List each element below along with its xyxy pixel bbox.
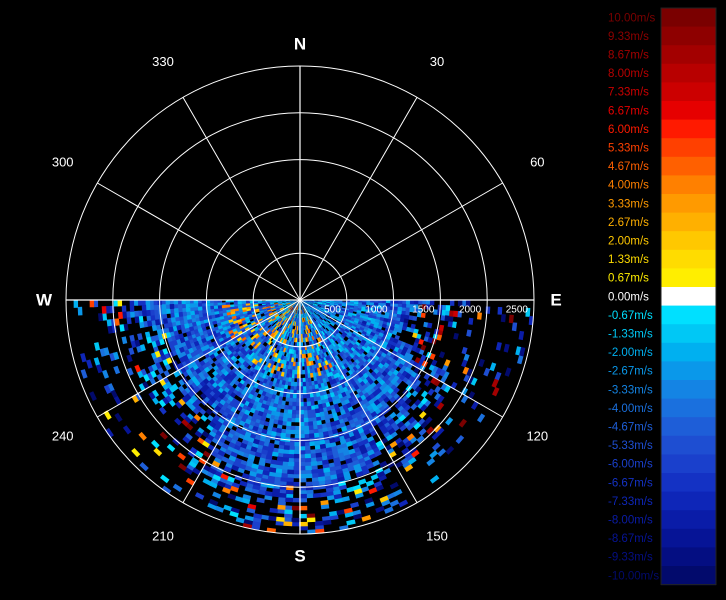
range-label-2500: 2500 <box>506 305 529 316</box>
colorbar-swatch <box>661 398 716 418</box>
colorbar-swatch <box>661 45 716 65</box>
colorbar-swatch <box>661 361 716 381</box>
colorbar-swatch <box>661 138 716 158</box>
colorbar-label: -1.33m/s <box>608 329 653 341</box>
colorbar-swatch <box>661 324 716 344</box>
colorbar: 10.00m/s 9.33m/s 8.67m/s 8.00m/s 7.33m/s 6.67… <box>608 7 717 586</box>
colorbar-label: 8.00m/s <box>608 68 649 80</box>
range-label-500: 500 <box>324 305 341 316</box>
colorbar-swatch <box>661 528 716 548</box>
azimuth-label-120: 120 <box>526 428 548 443</box>
colorbar-swatch <box>661 63 716 83</box>
azimuth-spoke <box>182 299 301 503</box>
colorbar-label: -9.33m/s <box>608 552 653 564</box>
colorbar-swatch <box>661 287 716 307</box>
colorbar-swatch <box>661 194 716 214</box>
colorbar-swatch <box>661 417 716 437</box>
colorbar-label: -2.00m/s <box>608 347 653 359</box>
range-label-2000: 2000 <box>459 305 482 316</box>
colorbar-swatch <box>661 119 716 139</box>
azimuth-label-330: 330 <box>152 54 174 69</box>
compass-label-n: N <box>294 34 306 53</box>
colorbar-label: 10.00m/s <box>608 12 656 24</box>
colorbar-swatch <box>661 547 716 567</box>
colorbar-swatch <box>661 101 716 121</box>
colorbar-swatch <box>661 342 716 362</box>
compass-label-e: E <box>550 290 561 309</box>
colorbar-label: -7.33m/s <box>608 496 653 508</box>
polar-labels: N E S W 30 60 120 150 210 240 300 330 500 1000 1500 200… <box>36 34 562 565</box>
azimuth-spoke <box>97 299 301 418</box>
colorbar-swatch <box>661 510 716 530</box>
colorbar-swatch <box>661 435 716 455</box>
colorbar-swatch <box>661 249 716 269</box>
colorbar-label: 3.33m/s <box>608 198 649 210</box>
colorbar-frame <box>660 7 717 586</box>
azimuth-label-60: 60 <box>530 154 544 169</box>
colorbar-label: 4.67m/s <box>608 161 649 173</box>
colorbar-label: 0.67m/s <box>608 273 649 285</box>
colorbar-label: 2.67m/s <box>608 217 649 229</box>
range-label-1500: 1500 <box>412 305 435 316</box>
azimuth-spoke <box>97 182 301 301</box>
echo-cells <box>80 300 465 534</box>
azimuth-label-240: 240 <box>52 428 74 443</box>
colorbar-label: 8.67m/s <box>608 50 649 62</box>
colorbar-label: 6.00m/s <box>608 124 649 136</box>
azimuth-label-30: 30 <box>430 54 444 69</box>
colorbar-label: -10.00m/s <box>608 570 659 582</box>
colorbar-swatch <box>661 26 716 46</box>
colorbar-swatch <box>661 231 716 251</box>
colorbar-swatch <box>661 175 716 195</box>
colorbar-swatch <box>661 305 716 325</box>
polar-grid <box>65 65 535 535</box>
colorbar-swatch <box>661 473 716 493</box>
colorbar-label: -5.33m/s <box>608 440 653 452</box>
colorbar-swatch <box>661 566 716 586</box>
range-label-1000: 1000 <box>365 305 388 316</box>
colorbar-label: -0.67m/s <box>608 310 653 322</box>
colorbar-swatch <box>661 82 716 102</box>
echo-cells <box>94 300 533 534</box>
colorbar-label: 7.33m/s <box>608 87 649 99</box>
colorbar-label: -8.67m/s <box>608 533 653 545</box>
azimuth-label-210: 210 <box>152 529 174 544</box>
azimuth-label-150: 150 <box>426 529 448 544</box>
colorbar-label: 4.00m/s <box>608 180 649 192</box>
echo-cells <box>66 300 534 534</box>
azimuth-spoke <box>299 299 503 418</box>
colorbar-swatch <box>661 212 716 232</box>
colorbar-label: 9.33m/s <box>608 31 649 43</box>
compass-label-s: S <box>294 546 305 565</box>
azimuth-spoke <box>299 97 418 301</box>
colorbar-swatch <box>661 156 716 176</box>
colorbar-swatch <box>661 380 716 400</box>
colorbar-swatch <box>661 454 716 474</box>
colorbar-swatch <box>661 268 716 288</box>
echo-cells <box>77 300 534 534</box>
echo-cells <box>228 301 465 527</box>
colorbar-label: -2.67m/s <box>608 366 653 378</box>
colorbar-label: -8.00m/s <box>608 515 653 527</box>
colorbar-label: 1.33m/s <box>608 254 649 266</box>
colorbar-swatch <box>661 8 716 28</box>
colorbar-label: -4.00m/s <box>608 403 653 415</box>
colorbar-label: -6.00m/s <box>608 459 653 471</box>
colorbar-swatch <box>661 491 716 511</box>
colorbar-label: 6.67m/s <box>608 105 649 117</box>
velocity-echo-field <box>66 300 534 534</box>
colorbar-label: -4.67m/s <box>608 422 653 434</box>
colorbar-label: 2.00m/s <box>608 236 649 248</box>
azimuth-spoke <box>299 182 503 301</box>
colorbar-label: -6.67m/s <box>608 477 653 489</box>
compass-label-w: W <box>36 290 53 309</box>
azimuth-spoke <box>299 299 418 503</box>
azimuth-spoke <box>182 97 301 301</box>
colorbar-label: 5.33m/s <box>608 143 649 155</box>
azimuth-label-300: 300 <box>52 154 74 169</box>
colorbar-label: -3.33m/s <box>608 384 653 396</box>
colorbar-label: 0.00m/s <box>608 291 649 303</box>
